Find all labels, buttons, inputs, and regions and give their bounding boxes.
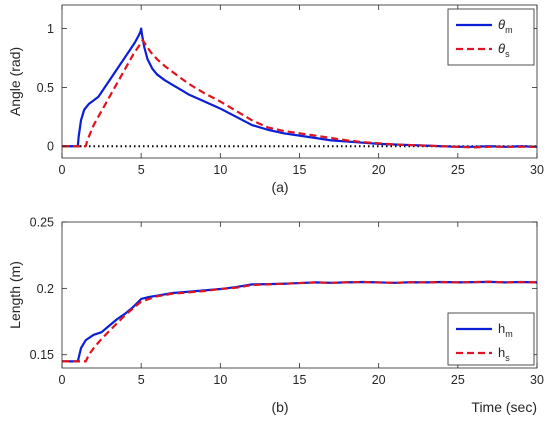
x-tick-label: 30 — [530, 163, 544, 177]
panel-caption: (a) — [271, 179, 288, 195]
x-axis-label: Time (sec) — [471, 399, 537, 415]
legend-label: hs — [498, 345, 510, 363]
legend-box — [447, 8, 535, 66]
x-tick-label: 0 — [59, 373, 66, 387]
y-tick-label: 0.5 — [37, 81, 54, 95]
y-tick-label: 0.15 — [30, 348, 54, 362]
y-axis-label: Length (m) — [7, 261, 23, 329]
x-tick-label: 10 — [213, 373, 227, 387]
x-tick-label: 20 — [372, 373, 386, 387]
legend-label: hm — [498, 321, 513, 339]
panel-caption: (b) — [271, 399, 288, 415]
x-tick-label: 20 — [372, 163, 386, 177]
legend-box — [447, 312, 535, 366]
x-tick-label: 25 — [451, 373, 465, 387]
x-tick-label: 10 — [213, 163, 227, 177]
legend-label: θs — [498, 41, 510, 59]
y-tick-label: 0.2 — [37, 282, 54, 296]
y-tick-label: 0.25 — [30, 216, 54, 230]
y-axis-label: Angle (rad) — [7, 47, 23, 116]
x-tick-label: 5 — [138, 163, 145, 177]
x-tick-label: 5 — [138, 373, 145, 387]
x-tick-label: 15 — [293, 373, 307, 387]
series-line-simulated — [62, 280, 538, 363]
x-tick-label: 25 — [451, 163, 465, 177]
series-line-measured — [62, 27, 538, 148]
legend: θm θs — [447, 8, 535, 66]
x-tick-label: 15 — [293, 163, 307, 177]
y-tick-label: 0 — [47, 140, 54, 154]
chart-panel-length: 0 5 10 15 20 25 30 0.15 0.2 0.25 Length (m) (b) Time… — [7, 216, 544, 416]
legend-label: θm — [498, 17, 513, 35]
y-tick-label: 1 — [47, 22, 54, 36]
x-tick-label: 30 — [530, 373, 544, 387]
chart-panel-angle: 0 5 10 15 20 25 30 0 0.5 1 Angle (rad) (a) θm θs — [7, 4, 544, 195]
x-tick-label: 0 — [59, 163, 66, 177]
legend: hm hs — [447, 312, 535, 366]
series-line-simulated — [62, 39, 537, 149]
